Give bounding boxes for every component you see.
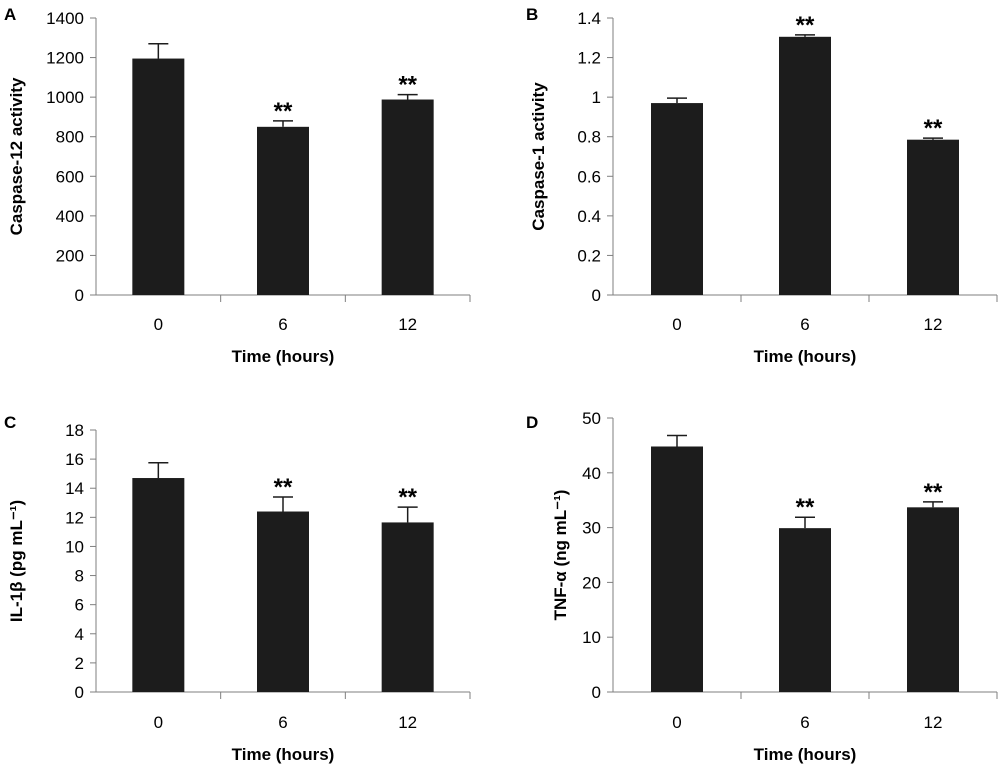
panel-letter: A bbox=[4, 5, 16, 24]
y-tick-label: 0 bbox=[75, 683, 84, 702]
x-tick-label: 12 bbox=[924, 315, 943, 334]
y-tick-label: 14 bbox=[65, 479, 84, 498]
y-tick-label: 20 bbox=[582, 573, 601, 592]
panel-c: C 0 2 4 6 8 10 12 14 16 18 0 ** 6 ** 12 Time (hours) IL-1… bbox=[4, 413, 471, 764]
y-tick-label: 1.4 bbox=[577, 9, 601, 28]
x-tick-label: 6 bbox=[800, 315, 809, 334]
bar-0h bbox=[651, 446, 703, 692]
significance-marker: ** bbox=[398, 72, 417, 99]
y-tick-label: 4 bbox=[75, 625, 84, 644]
panel-letter: B bbox=[526, 5, 538, 24]
x-axis-title: Time (hours) bbox=[754, 745, 857, 764]
x-tick-label: 12 bbox=[924, 713, 943, 732]
bar-12h bbox=[907, 507, 959, 692]
x-axis-title: Time (hours) bbox=[754, 347, 857, 366]
y-tick-label: 30 bbox=[582, 519, 601, 538]
panel-b: B 0 0.2 0.4 0.6 0.8 1 1.2 1.4 0 ** 6 ** 12 Time (hours… bbox=[526, 5, 998, 366]
y-tick-label: 8 bbox=[75, 567, 84, 586]
x-tick-label: 6 bbox=[278, 713, 287, 732]
bar-12h bbox=[907, 139, 959, 295]
significance-marker: ** bbox=[274, 474, 293, 501]
bar-6h bbox=[257, 511, 309, 692]
x-axis-title: Time (hours) bbox=[232, 745, 335, 764]
y-tick-label: 16 bbox=[65, 450, 84, 469]
panel-letter: C bbox=[4, 413, 16, 432]
significance-marker: ** bbox=[274, 98, 293, 125]
x-tick-label: 6 bbox=[278, 315, 287, 334]
x-axis-title: Time (hours) bbox=[232, 347, 335, 366]
significance-marker: ** bbox=[796, 494, 815, 521]
bar-12h bbox=[381, 99, 434, 295]
y-tick-label: 40 bbox=[582, 464, 601, 483]
y-tick-label: 1.2 bbox=[577, 49, 601, 68]
x-tick-label: 12 bbox=[398, 315, 417, 334]
y-tick-label: 0 bbox=[75, 286, 84, 305]
x-tick-label: 12 bbox=[398, 713, 417, 732]
y-tick-label: 1200 bbox=[46, 49, 84, 68]
y-axis-title: TNF-α (ng mL⁻¹) bbox=[551, 490, 570, 621]
x-tick-label: 0 bbox=[154, 713, 163, 732]
significance-marker: ** bbox=[796, 12, 815, 39]
y-tick-label: 0.6 bbox=[577, 167, 601, 186]
y-tick-label: 10 bbox=[65, 537, 84, 556]
significance-marker: ** bbox=[398, 484, 417, 511]
bar-0h bbox=[651, 103, 703, 295]
y-tick-label: 50 bbox=[582, 409, 601, 428]
y-tick-label: 1000 bbox=[46, 88, 84, 107]
bar-12h bbox=[381, 522, 434, 692]
bar-0h bbox=[132, 58, 185, 295]
y-tick-label: 200 bbox=[56, 246, 84, 265]
y-axis-title: Caspase-1 activity bbox=[529, 82, 548, 231]
y-tick-label: 6 bbox=[75, 596, 84, 615]
y-tick-label: 800 bbox=[56, 128, 84, 147]
bar-6h bbox=[779, 36, 831, 296]
y-tick-label: 600 bbox=[56, 167, 84, 186]
significance-marker: ** bbox=[924, 115, 943, 142]
x-tick-label: 0 bbox=[672, 713, 681, 732]
y-tick-label: 10 bbox=[582, 628, 601, 647]
bar-6h bbox=[779, 528, 831, 692]
y-tick-label: 0.2 bbox=[577, 246, 601, 265]
x-tick-label: 0 bbox=[672, 315, 681, 334]
y-tick-label: 0 bbox=[592, 683, 601, 702]
bar-6h bbox=[257, 126, 309, 295]
y-tick-label: 1 bbox=[592, 88, 601, 107]
y-tick-label: 2 bbox=[75, 654, 84, 673]
y-tick-label: 400 bbox=[56, 207, 84, 226]
y-tick-label: 12 bbox=[65, 508, 84, 527]
y-axis-title: IL-1β (pg mL⁻¹) bbox=[7, 500, 26, 622]
significance-marker: ** bbox=[924, 479, 943, 506]
y-tick-label: 0.4 bbox=[577, 207, 601, 226]
y-tick-label: 18 bbox=[65, 421, 84, 440]
y-tick-label: 0.8 bbox=[577, 128, 601, 147]
panel-letter: D bbox=[526, 413, 538, 432]
x-tick-label: 0 bbox=[154, 315, 163, 334]
y-tick-label: 0 bbox=[592, 286, 601, 305]
panel-d: D 0 10 20 30 40 50 0 ** 6 ** 12 Time (hours) TNF-α (n… bbox=[526, 409, 998, 764]
x-tick-label: 6 bbox=[800, 713, 809, 732]
y-axis-title: Caspase-12 activity bbox=[7, 77, 26, 235]
bar-0h bbox=[132, 478, 185, 692]
panel-a: A 0 200 400 600 800 1000 1200 1400 0 ** 6 ** 12 Time (… bbox=[4, 5, 471, 366]
y-tick-label: 1400 bbox=[46, 9, 84, 28]
